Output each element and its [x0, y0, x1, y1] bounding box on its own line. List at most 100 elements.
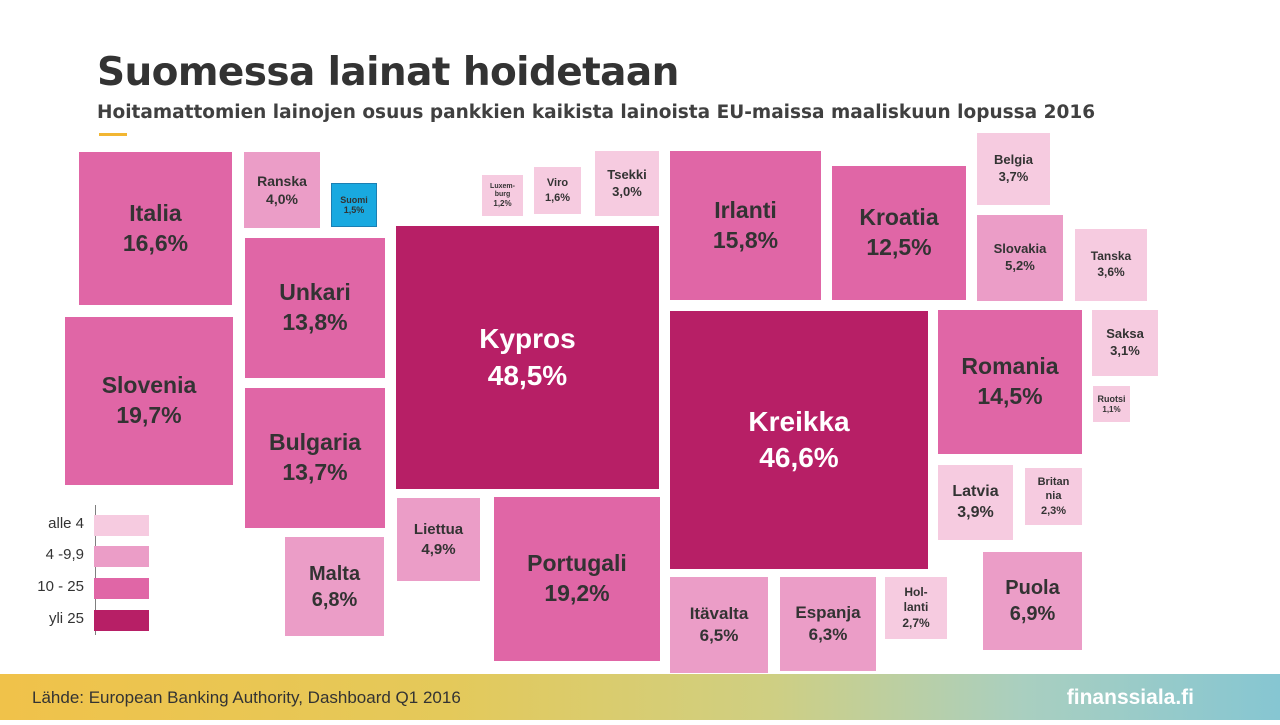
country-name: Latvia [952, 482, 999, 500]
country-value: 4,0% [266, 191, 298, 207]
country-name: Irlanti [714, 196, 777, 223]
country-name: Ruotsi [1097, 394, 1126, 405]
legend-swatch [94, 546, 149, 567]
country-name: Tanska [1090, 249, 1132, 264]
country-name: Tsekki [607, 166, 647, 182]
country-value: 3,0% [612, 183, 642, 199]
country-name: Romania [961, 353, 1059, 380]
country-value: 19,7% [116, 402, 182, 428]
country-value: 14,5% [977, 383, 1043, 409]
country-square-hollanti: Hol- lanti 2,7% [885, 577, 947, 639]
country-value: 1,2% [493, 198, 512, 208]
source-note: Lähde: European Banking Authority, Dashb… [32, 688, 461, 707]
country-value: 5,2% [1005, 258, 1035, 273]
country-value: 3,1% [1110, 343, 1140, 358]
legend-swatch [94, 515, 149, 536]
country-square-latvia: Latvia 3,9% [938, 465, 1013, 540]
country-square-puola: Puola 6,9% [983, 552, 1082, 650]
country-name: Itävalta [689, 603, 749, 623]
country-square-bulgaria: Bulgaria 13,7% [245, 388, 385, 528]
country-square-belgia: Belgia 3,7% [977, 133, 1050, 205]
country-value: 15,8% [712, 226, 779, 253]
country-value: 16,6% [122, 229, 189, 256]
legend-axis-line [95, 505, 96, 635]
country-square-unkari: Unkari 13,8% [245, 238, 385, 378]
country-square-ranska: Ranska 4,0% [244, 152, 320, 228]
country-value: 6,5% [699, 626, 739, 645]
country-square-britannia: Britan nia 2,3% [1025, 468, 1082, 525]
page-subtitle: Hoitamattomien lainojen osuus pankkien k… [97, 102, 1096, 123]
country-square-kroatia: Kroatia 12,5% [832, 166, 966, 300]
country-name: Kroatia [859, 204, 939, 231]
country-square-espanja: Espanja 6,3% [780, 577, 876, 671]
country-name: Puola [1005, 577, 1060, 599]
footer-background [0, 674, 1280, 720]
country-value: 13,8% [282, 309, 348, 335]
country-name: Bulgaria [268, 429, 362, 456]
country-name: Unkari [279, 279, 351, 306]
page-title: Suomessa lainat hoidetaan [97, 50, 679, 95]
country-square-tsekki: Tsekki 3,0% [595, 151, 659, 216]
country-value: 2,3% [1040, 504, 1067, 517]
country-value: 1,1% [1102, 404, 1121, 414]
country-name: Belgia [993, 152, 1033, 168]
country-square-portugali: Portugali 19,2% [494, 497, 660, 661]
country-name: Espanja [795, 602, 861, 622]
country-name: Slovenia [101, 372, 197, 399]
country-value: 3,7% [998, 169, 1029, 184]
brand-logo-text: finanssiala.fi [1066, 686, 1194, 709]
country-value: 12,5% [866, 234, 932, 260]
country-name: Luxem- burg [490, 182, 515, 198]
country-name: Hol- lanti [903, 584, 929, 615]
country-name: Ranska [257, 172, 307, 189]
country-value: 46,6% [759, 442, 839, 473]
country-value: 3,9% [957, 503, 994, 521]
country-name: Kreikka [748, 405, 850, 437]
country-value: 13,7% [282, 459, 348, 485]
country-square-liettua: Liettua 4,9% [397, 498, 480, 581]
country-value: 6,3% [808, 625, 848, 644]
country-name: Italia [129, 199, 182, 226]
country-name: Suomi [340, 194, 368, 205]
legend-swatch [94, 578, 149, 599]
country-name: Saksa [1106, 326, 1144, 342]
country-name: Kypros [479, 323, 576, 355]
country-value: 48,5% [487, 359, 568, 391]
country-square-suomi: Suomi 1,5% [331, 183, 377, 227]
country-square-tanska: Tanska 3,6% [1075, 229, 1147, 301]
country-name: Slovakia [993, 241, 1047, 257]
country-square-saksa: Saksa 3,1% [1092, 310, 1158, 376]
country-value: 3,6% [1097, 265, 1125, 279]
country-square-kreikka: Kreikka 46,6% [670, 311, 928, 569]
country-name: Britan nia [1037, 476, 1070, 503]
footer-bar [0, 674, 1280, 720]
country-square-slovenia: Slovenia 19,7% [65, 317, 233, 485]
country-value: 6,8% [311, 588, 358, 611]
country-value: 19,2% [544, 580, 610, 606]
country-square-kypros: Kypros 48,5% [396, 226, 659, 489]
country-value: 1,5% [343, 205, 365, 215]
country-name: Portugali [527, 550, 627, 577]
country-square-malta: Malta 6,8% [285, 537, 384, 636]
country-square-viro: Viro 1,6% [534, 167, 581, 214]
country-square-itavalta: Itävalta 6,5% [670, 577, 768, 673]
country-square-luxemburg: Luxem- burg 1,2% [482, 175, 523, 216]
country-square-irlanti: Irlanti 15,8% [670, 151, 821, 300]
country-name: Liettua [413, 521, 464, 538]
country-value: 2,7% [902, 615, 930, 630]
legend-label: yli 25 [48, 610, 84, 627]
country-value: 1,6% [544, 191, 571, 204]
country-name: Viro [546, 177, 569, 190]
country-square-italia: Italia 16,6% [79, 152, 232, 305]
country-square-ruotsi: Ruotsi 1,1% [1093, 386, 1130, 422]
legend-label: alle 4 [48, 515, 84, 532]
country-square-romania: Romania 14,5% [938, 310, 1082, 454]
country-value: 6,9% [1009, 603, 1056, 625]
country-square-slovakia: Slovakia 5,2% [977, 215, 1063, 301]
country-value: 4,9% [421, 540, 456, 558]
legend-swatch [94, 610, 149, 631]
country-name: Malta [308, 562, 361, 585]
title-accent-bar [99, 133, 127, 136]
legend-label: 4 -9,9 [45, 546, 84, 563]
